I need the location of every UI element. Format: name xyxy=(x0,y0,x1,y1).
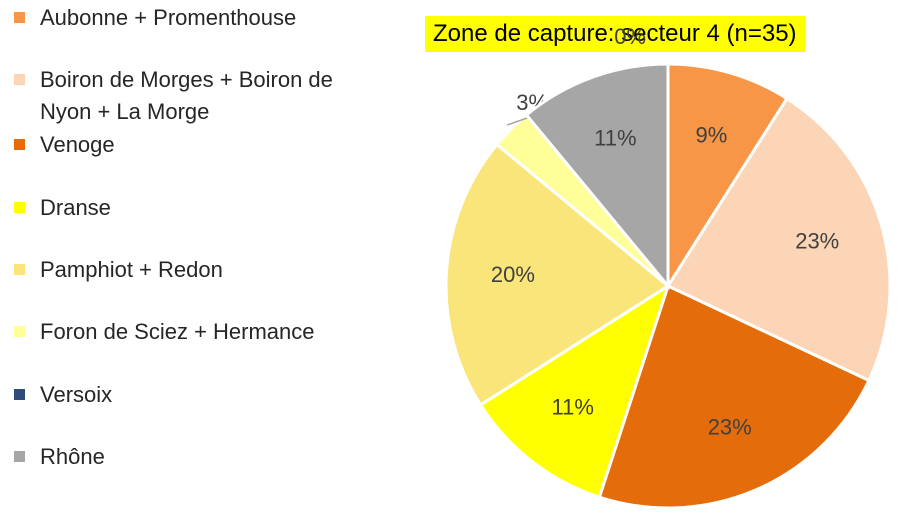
legend-label: Rhône xyxy=(40,444,105,469)
legend-marker xyxy=(14,389,25,400)
data-label: 11% xyxy=(594,126,636,151)
legend-label: Dranse xyxy=(40,195,111,220)
legend-marker xyxy=(14,139,25,150)
data-label: 23% xyxy=(795,228,839,253)
legend-label: Venoge xyxy=(40,132,115,157)
legend-label: Foron de Sciez + Hermance xyxy=(40,319,315,344)
data-label: 9% xyxy=(695,123,727,148)
legend-item: Aubonne + Promenthouse xyxy=(14,2,364,34)
data-label: 11% xyxy=(552,395,594,420)
data-label: 20% xyxy=(491,262,535,287)
pie-slice xyxy=(524,62,670,291)
legend-label: Pamphiot + Redon xyxy=(40,257,223,282)
legend-label: Boiron de Morges + Boiron de Nyon + La M… xyxy=(40,67,333,124)
legend-marker xyxy=(14,202,25,213)
legend-item: Boiron de Morges + Boiron de Nyon + La M… xyxy=(14,64,364,128)
legend-marker xyxy=(14,74,25,85)
pie-slice xyxy=(478,282,671,500)
legend-item: Rhône xyxy=(14,441,364,473)
data-label: 23% xyxy=(708,414,752,439)
data-label: 0% xyxy=(614,24,646,49)
pie-slice xyxy=(597,283,871,510)
legend-label: Versoix xyxy=(40,382,113,407)
legend-marker xyxy=(14,12,25,23)
legend-item: Versoix xyxy=(14,379,364,411)
pie-slice xyxy=(665,96,892,383)
legend-marker xyxy=(14,264,25,275)
legend-item: Pamphiot + Redon xyxy=(14,254,364,286)
legend-item: Dranse xyxy=(14,192,364,224)
pie-slice xyxy=(444,142,671,408)
legend-item: Foron de Sciez + Hermance xyxy=(14,316,364,348)
legend-label: Aubonne + Promenthouse xyxy=(40,5,297,30)
legend-item: Venoge xyxy=(14,129,364,161)
legend-marker xyxy=(14,326,25,337)
chart-title: Zone de capture: secteur 4 (n=35) xyxy=(425,16,805,52)
legend-marker xyxy=(14,451,25,462)
pie-slice xyxy=(666,62,790,292)
